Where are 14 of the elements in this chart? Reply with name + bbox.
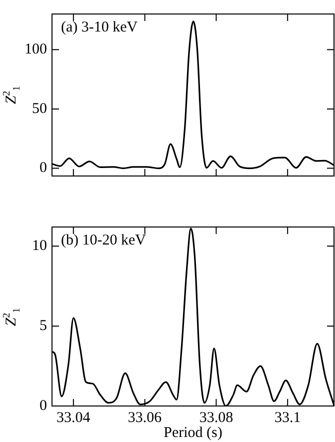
x-tick-label: 33.1 — [274, 410, 301, 426]
y-tick-label: 50 — [32, 100, 47, 117]
y-tick-label: 5 — [40, 318, 47, 334]
x-tick-label: 33.06 — [128, 410, 162, 426]
chart-title: (a) 3-10 keV — [61, 19, 138, 36]
y-tick-label: 10 — [32, 238, 47, 254]
y-tick-label: 0 — [40, 398, 47, 414]
y-tick-label: 0 — [40, 160, 47, 176]
line-series — [52, 228, 334, 406]
chart-title: (b) 10-20 keV — [61, 232, 146, 248]
x-tick-label: 33.08 — [199, 410, 234, 426]
y-tick-label: 100 — [24, 42, 47, 58]
x-tick-label: 33.04 — [56, 410, 91, 426]
x-axis-title: Period (s) — [164, 424, 222, 441]
